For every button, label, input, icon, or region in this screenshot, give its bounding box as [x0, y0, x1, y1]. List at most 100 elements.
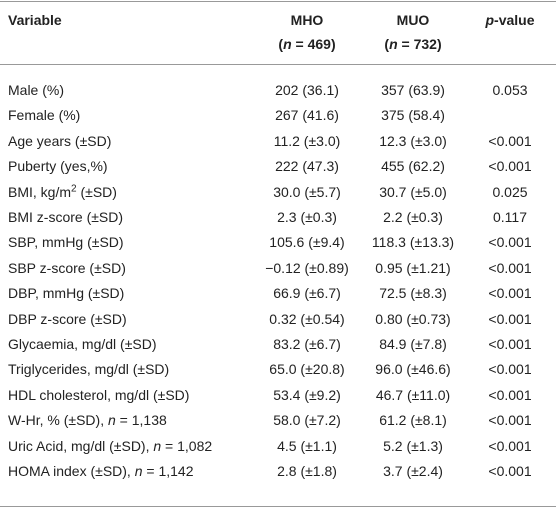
cell: Male (%)	[8, 81, 64, 99]
cell: <0.001	[488, 361, 532, 378]
cell: <0.001	[488, 158, 532, 175]
cell: 72.5 (±8.3)	[379, 285, 447, 302]
cell: <0.001	[488, 437, 532, 454]
cell: 12.3 (±3.0)	[379, 132, 447, 149]
cell: p-value	[485, 11, 534, 29]
text-segment: (±SD)	[76, 183, 117, 200]
cell: Puberty (yes,%)	[8, 157, 108, 175]
cell: Variable	[8, 11, 62, 29]
cell: 30.0 (±5.7)	[273, 183, 341, 200]
cell: <0.001	[488, 310, 532, 327]
cell: Uric Acid, mg/dl (±SD), n = 1,082	[8, 437, 212, 455]
cell: 2.3 (±0.3)	[277, 209, 337, 225]
text-segment: = 732)	[397, 36, 442, 52]
text-segment: DBP, mmHg (±SD)	[8, 285, 125, 302]
cell: 0.32 (±0.54)	[269, 310, 345, 327]
text-segment: Variable	[8, 12, 62, 28]
text-segment: n	[389, 36, 398, 52]
cell: 61.2 (±8.1)	[379, 412, 447, 429]
cell: BMI z-score (±SD)	[8, 208, 123, 226]
cell: DBP z-score (±SD)	[8, 310, 127, 328]
text-segment: Triglycerides, mg/dl (±SD)	[8, 361, 170, 378]
cell: Glycaemia, mg/dl (±SD)	[8, 335, 157, 353]
text-segment: Age years (±SD)	[8, 132, 112, 149]
cell: DBP, mmHg (±SD)	[8, 284, 124, 302]
text-segment: -value	[494, 12, 535, 28]
text-segment: SBP z-score (±SD)	[8, 259, 126, 276]
cell: <0.001	[488, 412, 532, 429]
cell: Triglycerides, mg/dl (±SD)	[8, 360, 169, 378]
cell: 84.9 (±7.8)	[379, 336, 447, 352]
cell: 58.0 (±7.2)	[273, 412, 341, 429]
cell: −0.12 (±0.89)	[265, 259, 349, 276]
cell: 202 (36.1)	[275, 82, 339, 98]
cell: <0.001	[488, 336, 532, 352]
text-segment: (	[384, 36, 390, 52]
text-segment: MUO	[396, 12, 430, 28]
cell: Female (%)	[8, 106, 80, 124]
cell: HDL cholesterol, mg/dl (±SD)	[8, 386, 189, 404]
cell: 0.117	[493, 209, 527, 225]
cell: 11.2 (±3.0)	[273, 132, 341, 149]
text-segment: MHO	[290, 12, 324, 28]
cell: SBP, mmHg (±SD)	[8, 233, 124, 251]
cell: (n = 469)	[278, 35, 335, 53]
text-segment: Glycaemia, mg/dl (±SD)	[8, 336, 157, 352]
text-segment: n	[153, 437, 162, 454]
cell: 0.95 (±1.21)	[375, 259, 451, 276]
text-segment: HDL cholesterol, mg/dl (±SD)	[8, 386, 190, 403]
cell: 267 (41.6)	[275, 107, 339, 124]
cell: 105.6 (±9.4)	[269, 234, 345, 251]
text-segment: SBP, mmHg (±SD)	[8, 234, 124, 251]
cell: (n = 732)	[384, 35, 441, 53]
cell: <0.001	[488, 234, 532, 251]
cell: HOMA index (±SD), n = 1,142	[8, 462, 194, 480]
text-segment: Puberty (yes,%)	[8, 158, 108, 175]
cell: <0.001	[488, 259, 532, 276]
text-segment: = 1,138	[115, 412, 167, 429]
cell: 222 (47.3)	[275, 158, 339, 175]
cell: 0.80 (±0.73)	[375, 310, 451, 327]
rule	[0, 1, 556, 2]
rule	[0, 506, 556, 507]
cell: 96.0 (±46.6)	[375, 361, 451, 378]
cell: 2.8 (±1.8)	[277, 463, 337, 479]
cell: 3.7 (±2.4)	[383, 463, 443, 479]
cell: 5.2 (±1.3)	[383, 437, 443, 454]
cell: W-Hr, % (±SD), n = 1,138	[8, 411, 167, 429]
cell: 30.7 (±5.0)	[379, 183, 447, 200]
text-segment: Uric Acid, mg/dl (±SD),	[8, 437, 154, 454]
cell: MUO	[397, 11, 430, 29]
cell: 83.2 (±6.7)	[273, 336, 341, 352]
text-segment: DBP z-score (±SD)	[8, 310, 127, 327]
cell: 0.025	[492, 183, 528, 200]
cell: MHO	[291, 11, 324, 29]
cell: 375 (58.4)	[381, 107, 445, 124]
cell: 53.4 (±9.2)	[273, 386, 341, 403]
text-segment: (	[278, 36, 284, 52]
cell: 357 (63.9)	[381, 82, 445, 98]
text-segment: HOMA index (±SD),	[8, 463, 135, 479]
text-segment: BMI, kg/m	[8, 183, 72, 200]
text-segment: 2	[71, 182, 77, 194]
cell: <0.001	[488, 285, 532, 302]
text-segment: Female (%)	[8, 107, 81, 124]
cell: 0.053	[492, 82, 528, 98]
text-segment: = 1,142	[142, 463, 194, 479]
text-segment: = 1,082	[161, 437, 213, 454]
cell: 2.2 (±0.3)	[383, 209, 443, 225]
cell: 66.9 (±6.7)	[273, 285, 341, 302]
text-segment: n	[134, 463, 143, 479]
cell: 455 (62.2)	[381, 158, 445, 175]
cell: <0.001	[488, 386, 532, 403]
text-segment: n	[283, 36, 292, 52]
text-segment: BMI z-score (±SD)	[8, 209, 124, 225]
cell: BMI, kg/m2 (±SD)	[8, 183, 117, 201]
text-segment: Male (%)	[8, 82, 65, 98]
cell: Age years (±SD)	[8, 132, 111, 150]
cell: 46.7 (±11.0)	[375, 386, 451, 403]
text-segment: n	[107, 412, 116, 429]
rule	[0, 64, 556, 65]
cell: 4.5 (±1.1)	[277, 437, 337, 454]
